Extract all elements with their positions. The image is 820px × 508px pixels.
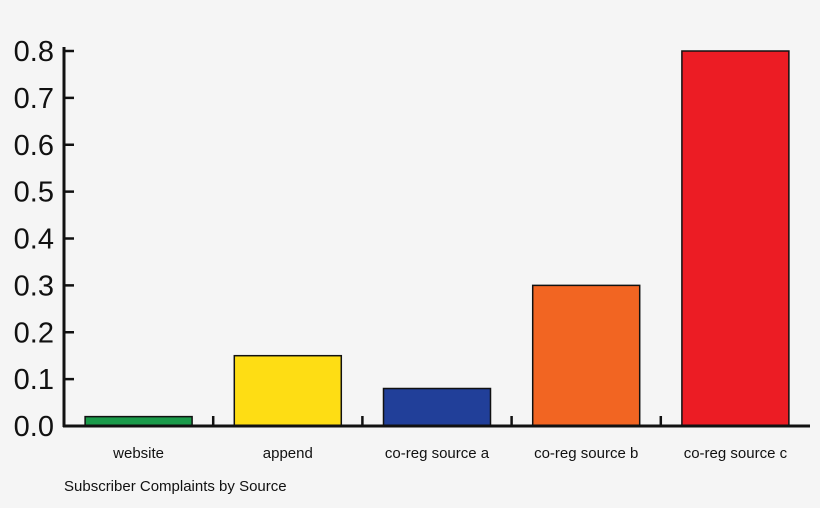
y-tick-label: 0.1: [14, 364, 54, 396]
y-tick-label: 0.0: [14, 411, 54, 443]
y-tick-label: 0.8: [14, 36, 54, 68]
y-tick-label: 0.7: [14, 83, 54, 115]
x-tick-label: append: [263, 445, 313, 462]
x-tick-label: co-reg source b: [534, 445, 638, 462]
bar-co-reg-source-b: [531, 284, 641, 427]
y-tick-label: 0.5: [14, 177, 54, 209]
bar-co-reg-source-a: [382, 387, 492, 427]
y-tick-label: 0.3: [14, 270, 54, 302]
x-tick-label: website: [112, 445, 164, 462]
plot-area: 0.0 0.1 0.2 0.3 0.4 0.5 0.6 0.7 0.8 website append…: [14, 36, 790, 462]
bar-co-reg-source-c: [681, 50, 790, 427]
y-tick-label: 0.4: [14, 224, 54, 256]
bar-append: [233, 354, 343, 427]
x-tick-label: co-reg source c: [684, 445, 788, 462]
x-axis-caption: Subscriber Complaints by Source: [64, 478, 287, 495]
x-tick-label: co-reg source a: [385, 445, 490, 462]
y-tick-label: 0.2: [14, 317, 54, 349]
y-tick-label: 0.6: [14, 130, 54, 162]
